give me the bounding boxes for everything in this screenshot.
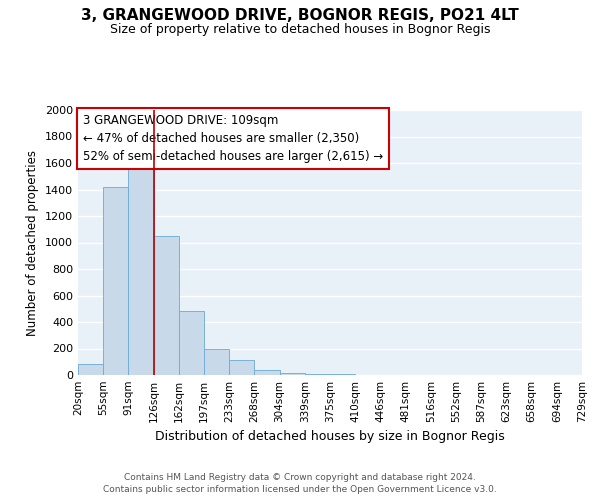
Bar — [154, 236, 179, 375]
X-axis label: Distribution of detached houses by size in Bognor Regis: Distribution of detached houses by size … — [155, 430, 505, 444]
Bar — [103, 187, 128, 375]
Bar — [204, 348, 229, 375]
Bar — [229, 360, 254, 375]
Bar — [305, 374, 330, 375]
Text: Contains HM Land Registry data © Crown copyright and database right 2024.: Contains HM Land Registry data © Crown c… — [124, 472, 476, 482]
Text: 3, GRANGEWOOD DRIVE, BOGNOR REGIS, PO21 4LT: 3, GRANGEWOOD DRIVE, BOGNOR REGIS, PO21 … — [81, 8, 519, 22]
Text: 3 GRANGEWOOD DRIVE: 109sqm
← 47% of detached houses are smaller (2,350)
52% of s: 3 GRANGEWOOD DRIVE: 109sqm ← 47% of deta… — [83, 114, 383, 163]
Bar — [128, 162, 154, 375]
Text: Contains public sector information licensed under the Open Government Licence v3: Contains public sector information licen… — [103, 485, 497, 494]
Text: Size of property relative to detached houses in Bognor Regis: Size of property relative to detached ho… — [110, 22, 490, 36]
Bar — [179, 310, 204, 375]
Bar — [78, 364, 103, 375]
Bar — [254, 370, 280, 375]
Bar — [280, 373, 305, 375]
Y-axis label: Number of detached properties: Number of detached properties — [26, 150, 40, 336]
Bar — [330, 374, 355, 375]
